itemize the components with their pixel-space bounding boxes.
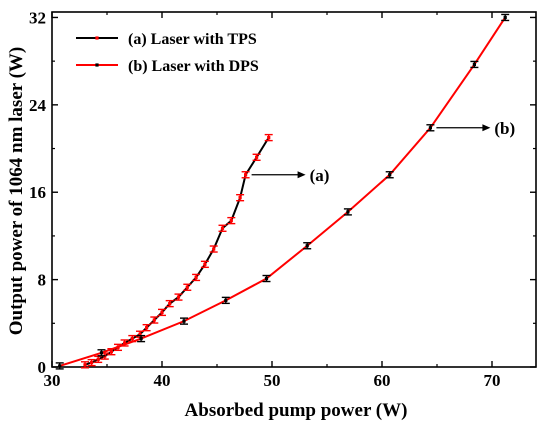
marker	[83, 363, 87, 367]
series-line	[59, 16, 507, 367]
data-point	[252, 153, 261, 161]
data-point	[264, 133, 273, 142]
y-tick-label: 8	[38, 271, 47, 290]
marker	[58, 364, 62, 368]
y-axis-title: Output power of 1064 nm laser (W)	[6, 47, 27, 336]
data-point	[180, 317, 188, 325]
marker	[388, 173, 392, 177]
marker	[182, 319, 186, 323]
data-point	[470, 60, 479, 69]
data-point	[227, 216, 236, 225]
marker	[90, 361, 94, 365]
marker	[145, 326, 149, 330]
data-point	[385, 171, 394, 179]
annotation-label: (a)	[310, 166, 330, 185]
x-tick-label: 40	[154, 371, 171, 390]
marker	[176, 295, 181, 299]
data-point	[218, 224, 227, 232]
data-point	[150, 316, 159, 324]
marker	[428, 126, 432, 130]
marker	[305, 244, 309, 248]
legend-entry: (b) Laser with DPS	[76, 58, 259, 75]
marker	[255, 155, 259, 159]
marker	[212, 247, 216, 251]
marker	[220, 226, 225, 230]
arrow-head	[482, 124, 491, 132]
series-b	[55, 13, 510, 370]
y-tick-label: 24	[29, 96, 47, 115]
data-point	[343, 208, 352, 216]
data-point	[142, 323, 151, 332]
marker	[503, 15, 507, 20]
marker	[194, 275, 198, 280]
data-point	[87, 358, 96, 367]
annotation-layer: (a) (b)	[251, 119, 515, 185]
data-point	[262, 274, 271, 283]
legend-entry: (a) Laser with TPS	[76, 31, 257, 48]
data-point	[209, 245, 218, 253]
x-tick-label: 30	[44, 371, 61, 390]
data-point	[192, 273, 201, 282]
data-point	[426, 124, 435, 132]
x-tick-label: 70	[484, 371, 501, 390]
marker	[152, 318, 156, 322]
legend-marker	[95, 36, 99, 40]
data-point	[200, 260, 209, 269]
marker	[138, 332, 142, 336]
arrow-head	[297, 171, 306, 179]
data-point	[303, 242, 312, 250]
data-point	[501, 13, 510, 22]
marker	[244, 173, 248, 177]
marker	[168, 302, 172, 306]
x-axis-title: Absorbed pump power (W)	[185, 400, 408, 421]
data-point	[81, 361, 89, 369]
marker	[229, 219, 233, 223]
marker	[99, 351, 104, 355]
data-point	[241, 171, 250, 179]
marker	[264, 276, 269, 281]
marker	[238, 196, 242, 200]
series-a	[81, 133, 273, 369]
marker	[109, 350, 113, 354]
marker	[346, 210, 350, 214]
x-tick-label: 60	[374, 371, 391, 390]
marker	[267, 136, 271, 140]
data-point	[55, 362, 64, 370]
legend-label: (b) Laser with DPS	[128, 58, 259, 75]
data-point	[236, 193, 245, 202]
plot-frame	[51, 11, 537, 368]
marker	[224, 298, 228, 302]
legend-marker	[95, 63, 99, 67]
data-point	[158, 308, 166, 317]
y-tick-label: 32	[29, 8, 46, 27]
marker	[96, 357, 100, 361]
annotation-label: (b)	[494, 119, 515, 138]
data-point	[137, 334, 146, 343]
series-line	[84, 137, 270, 366]
x-tick-label: 50	[264, 371, 281, 390]
marker	[139, 337, 143, 341]
marker	[185, 285, 189, 289]
ticks-layer: 30 40 50 60 70 0 8 16 24 32	[29, 8, 536, 390]
marker	[123, 341, 127, 345]
data-point	[97, 349, 106, 357]
y-tick-label: 16	[29, 183, 46, 202]
data-point	[165, 299, 174, 308]
series-layer	[55, 13, 510, 370]
y-tick-label: 0	[38, 358, 47, 377]
data-point	[221, 296, 230, 305]
marker	[203, 262, 207, 266]
marker	[160, 310, 164, 314]
data-point	[174, 293, 183, 301]
legend: (a) Laser with TPS (b) Laser with DPS	[76, 31, 259, 75]
data-point	[183, 283, 192, 291]
legend-label: (a) Laser with TPS	[128, 31, 257, 48]
marker	[130, 337, 134, 341]
marker	[472, 62, 476, 67]
